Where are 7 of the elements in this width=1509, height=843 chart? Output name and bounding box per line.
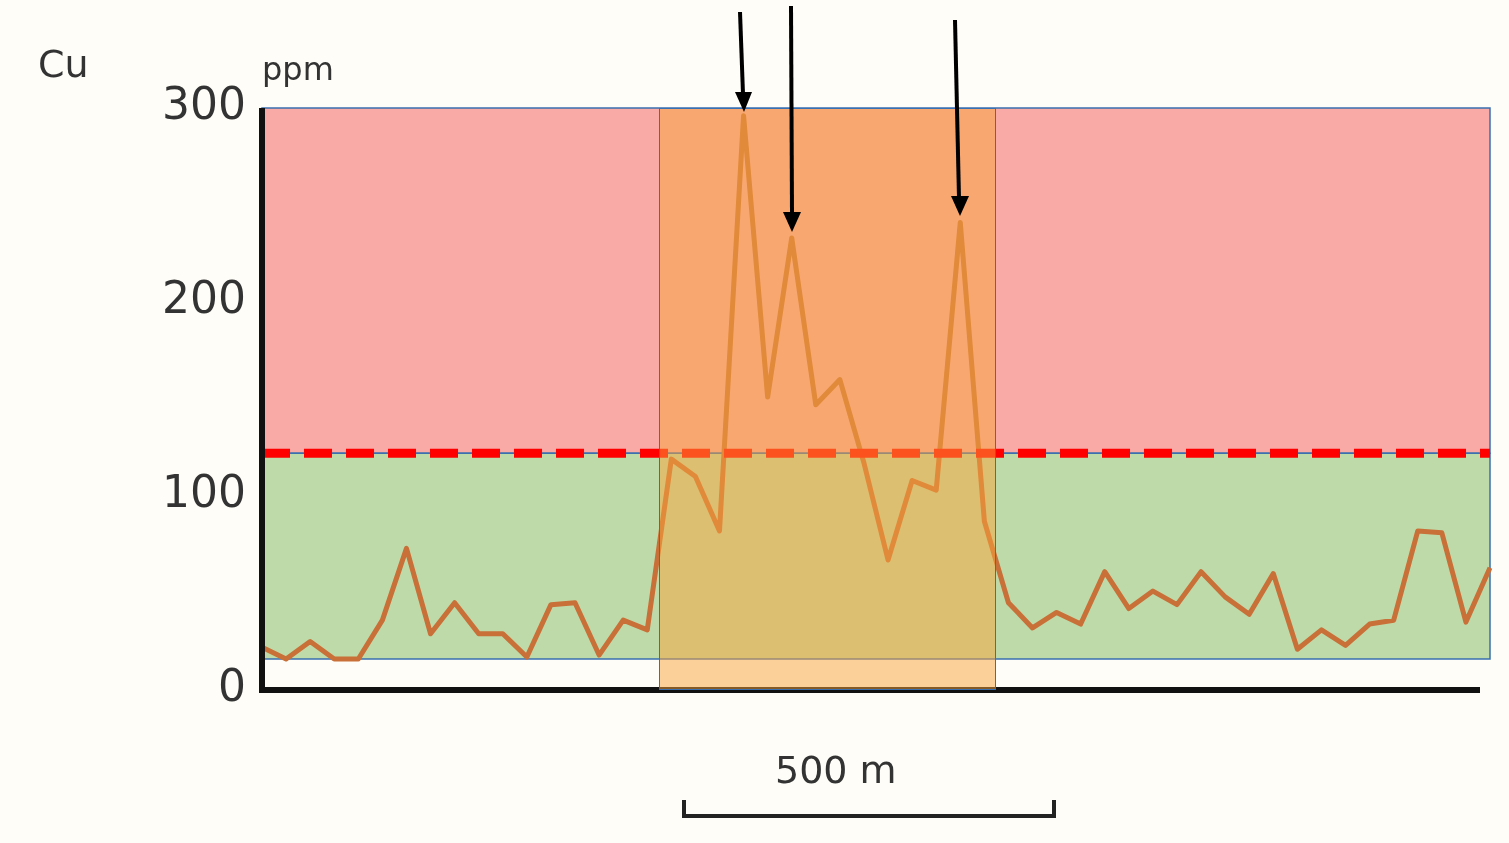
y-tick-label: 200 [162, 272, 246, 324]
y-tick-label: 0 [218, 660, 246, 712]
y-tick-label: 300 [162, 78, 246, 130]
text: 500 m [775, 748, 897, 792]
chart-title: Cu [38, 42, 89, 86]
y-axis-title: ppm [262, 50, 334, 88]
y-tick-label: 100 [162, 466, 246, 518]
